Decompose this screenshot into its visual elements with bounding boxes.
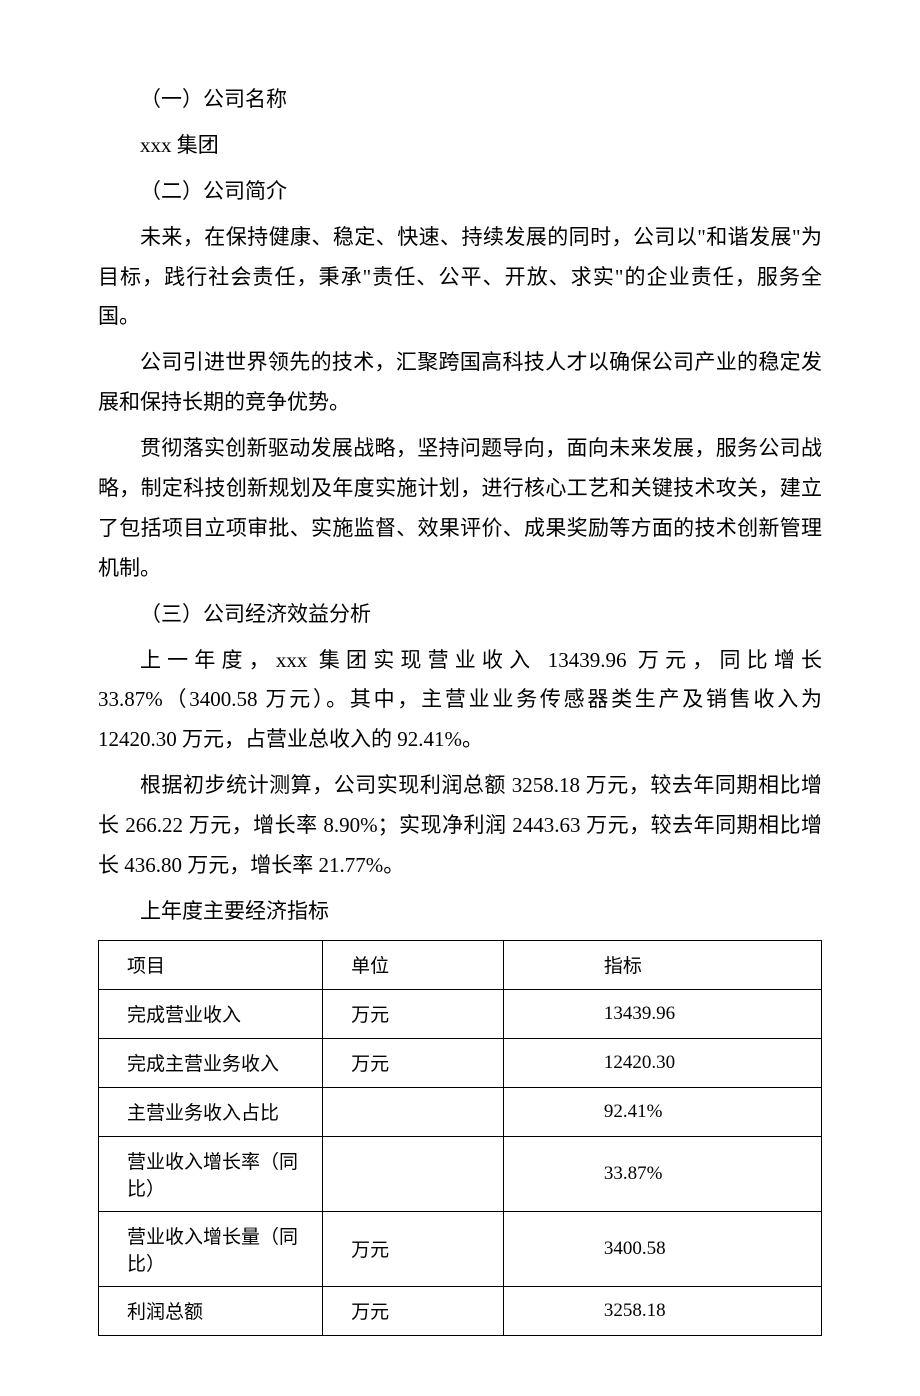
cell-value: 3400.58 (503, 1211, 821, 1286)
economic-indicators-table: 项目 单位 指标 完成营业收入 万元 13439.96 完成主营业务收入 万元 … (98, 940, 822, 1336)
cell-project: 主营业务收入占比 (99, 1087, 323, 1136)
header-cell-project: 项目 (99, 940, 323, 989)
cell-unit: 万元 (323, 1038, 504, 1087)
section-2-p2: 公司引进世界领先的技术，汇聚跨国高科技人才以确保公司产业的稳定发展和保持长期的竞… (98, 343, 822, 423)
cell-project: 营业收入增长率（同比） (99, 1136, 323, 1211)
table-row: 完成主营业务收入 万元 12420.30 (99, 1038, 822, 1087)
cell-project: 完成主营业务收入 (99, 1038, 323, 1087)
section-2-heading: （二）公司简介 (98, 172, 822, 212)
cell-project: 完成营业收入 (99, 989, 323, 1038)
header-cell-unit: 单位 (323, 940, 504, 989)
section-1-heading: （一）公司名称 (98, 80, 822, 120)
cell-unit: 万元 (323, 1211, 504, 1286)
cell-unit (323, 1087, 504, 1136)
cell-project: 营业收入增长量（同比） (99, 1211, 323, 1286)
header-cell-indicator: 指标 (503, 940, 821, 989)
cell-value: 12420.30 (503, 1038, 821, 1087)
cell-unit: 万元 (323, 1286, 504, 1335)
cell-value: 3258.18 (503, 1286, 821, 1335)
table-header-row: 项目 单位 指标 (99, 940, 822, 989)
table-caption: 上年度主要经济指标 (98, 892, 822, 932)
company-name: xxx 集团 (98, 126, 822, 166)
cell-project: 利润总额 (99, 1286, 323, 1335)
cell-value: 13439.96 (503, 989, 821, 1038)
table-row: 营业收入增长量（同比） 万元 3400.58 (99, 1211, 822, 1286)
cell-value: 33.87% (503, 1136, 821, 1211)
cell-unit: 万元 (323, 989, 504, 1038)
section-3-heading: （三）公司经济效益分析 (98, 595, 822, 635)
table-row: 完成营业收入 万元 13439.96 (99, 989, 822, 1038)
section-3-p1: 上一年度，xxx 集团实现营业收入 13439.96 万元，同比增长33.87%… (98, 641, 822, 761)
table-row: 主营业务收入占比 92.41% (99, 1087, 822, 1136)
table-row: 利润总额 万元 3258.18 (99, 1286, 822, 1335)
document-page: （一）公司名称 xxx 集团 （二）公司简介 未来，在保持健康、稳定、快速、持续… (0, 0, 920, 1396)
section-2-p1: 未来，在保持健康、稳定、快速、持续发展的同时，公司以"和谐发展"为目标，践行社会… (98, 218, 822, 338)
section-2-p3: 贯彻落实创新驱动发展战略，坚持问题导向，面向未来发展，服务公司战略，制定科技创新… (98, 429, 822, 589)
cell-value: 92.41% (503, 1087, 821, 1136)
cell-unit (323, 1136, 504, 1211)
table-row: 营业收入增长率（同比） 33.87% (99, 1136, 822, 1211)
section-3-p2: 根据初步统计测算，公司实现利润总额 3258.18 万元，较去年同期相比增长 2… (98, 766, 822, 886)
